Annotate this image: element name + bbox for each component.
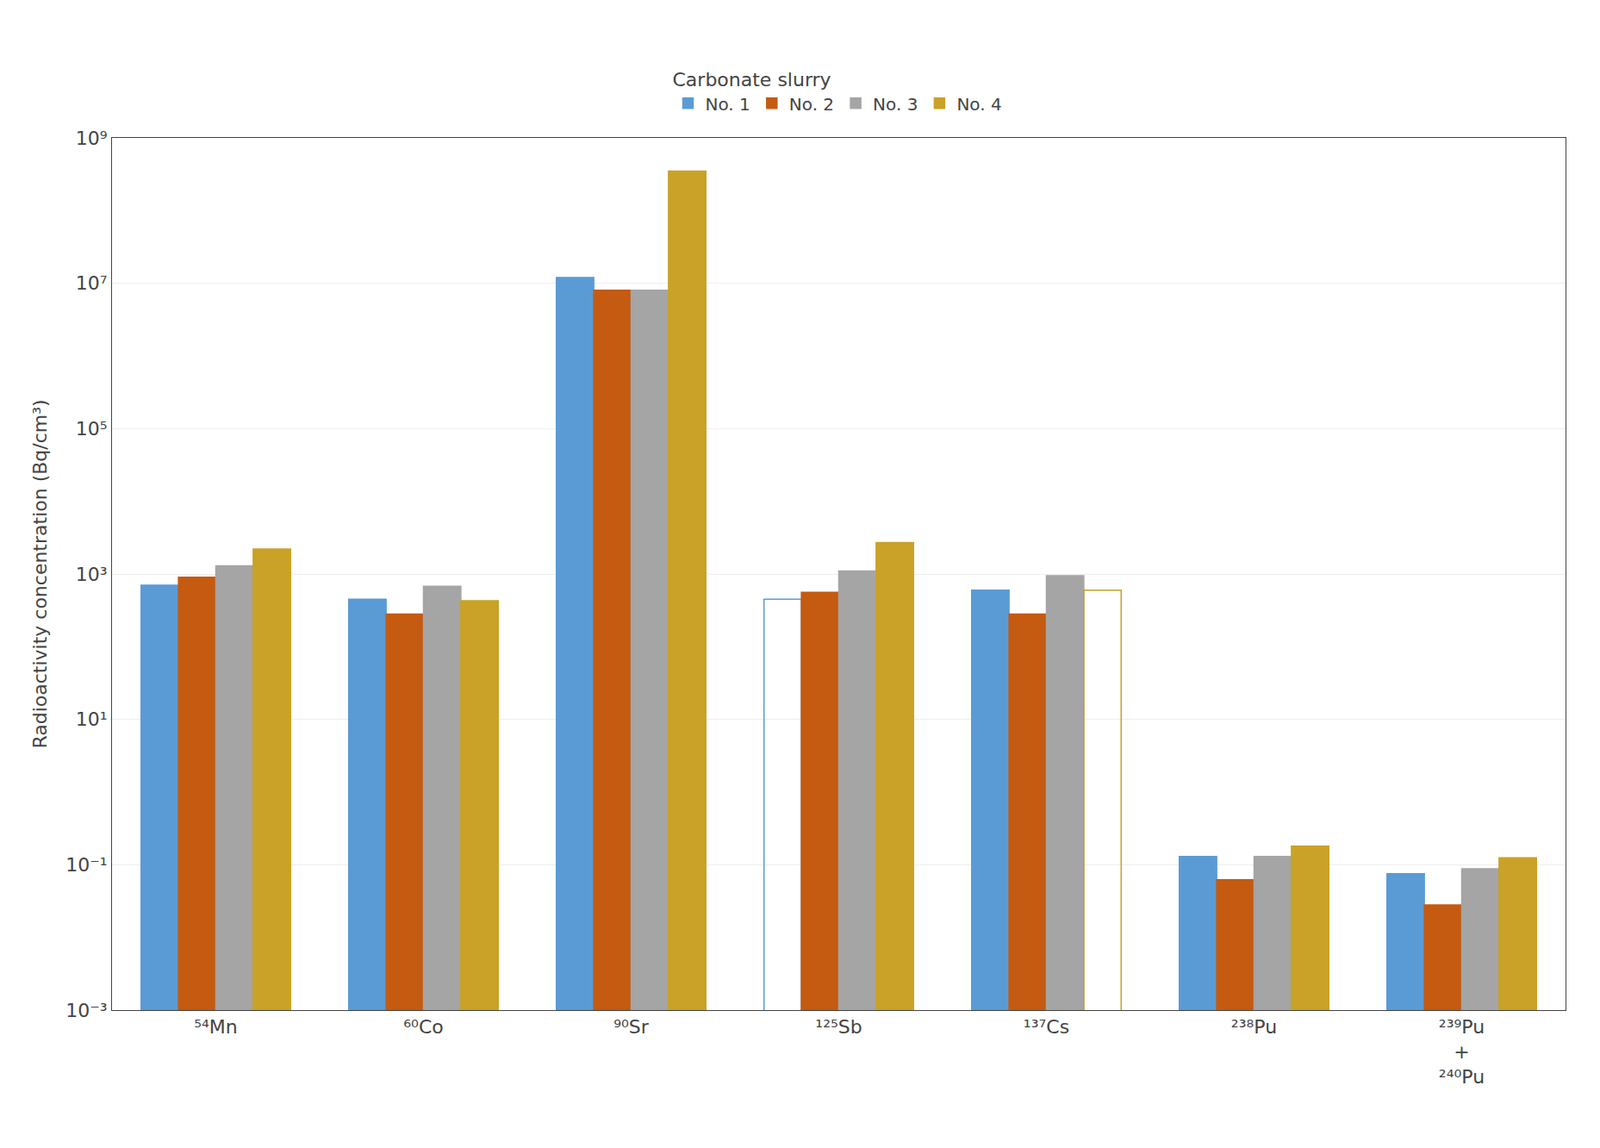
- svg-text:¹³⁷Cs: ¹³⁷Cs: [1023, 1015, 1070, 1038]
- svg-text:No. 1: No. 1: [705, 93, 751, 115]
- svg-text:⁵⁴Mn: ⁵⁴Mn: [193, 1015, 238, 1038]
- svg-text:⁹⁰Sr: ⁹⁰Sr: [613, 1015, 650, 1038]
- svg-text:No. 2: No. 2: [789, 93, 835, 115]
- svg-text:10⁹: 10⁹: [75, 127, 108, 150]
- svg-text:10⁵: 10⁵: [75, 417, 108, 440]
- svg-text:10⁷: 10⁷: [75, 272, 108, 294]
- svg-text:²³⁹Pu+²⁴⁰Pu: ²³⁹Pu+²⁴⁰Pu: [1438, 1015, 1485, 1087]
- svg-text:¹²⁵Sb: ¹²⁵Sb: [815, 1015, 862, 1038]
- svg-text:10¹: 10¹: [75, 708, 108, 730]
- svg-text:10⁻¹: 10⁻¹: [65, 853, 107, 876]
- svg-text:10³: 10³: [75, 563, 108, 586]
- svg-text:²³⁸Pu: ²³⁸Pu: [1231, 1015, 1277, 1038]
- svg-text:10⁻³: 10⁻³: [65, 999, 107, 1022]
- svg-text:⁶⁰Co: ⁶⁰Co: [403, 1015, 443, 1038]
- svg-text:Carbonate slurry: Carbonate slurry: [672, 68, 832, 91]
- svg-text:No. 4: No. 4: [956, 93, 1002, 115]
- svg-text:Radioactivity concentration (B: Radioactivity concentration (Bq/cm³): [29, 398, 51, 748]
- svg-text:No. 3: No. 3: [872, 93, 918, 115]
